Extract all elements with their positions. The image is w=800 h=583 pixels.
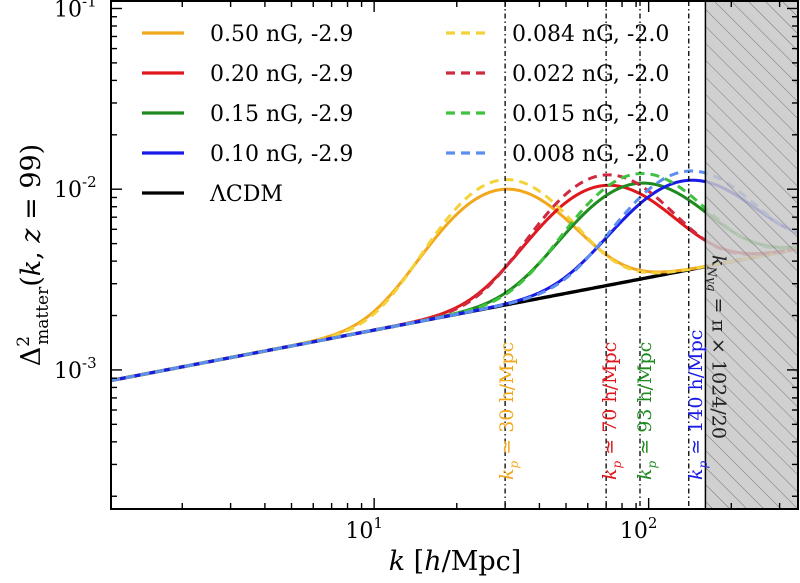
legend-dashed-1-label: 0.022 nG, -2.0 xyxy=(512,62,669,87)
plot-area xyxy=(111,1,798,509)
annotation-layer: kNyq = π × 1024/20 kp ≃ 30 h/Mpc kp ≃ 70 h… xyxy=(496,255,729,480)
legend-lcdm-label: ΛCDM xyxy=(209,182,283,207)
peak-label-3: kp ≃ 140 h/Mpc xyxy=(685,330,710,480)
legend-solid-3-label: 0.10 nG, -2.9 xyxy=(210,142,353,167)
y-tick-label-2: 10-1 xyxy=(54,0,97,22)
legend-dashed-2-label: 0.015 nG, -2.0 xyxy=(512,102,669,127)
y-tick-label-1: 10-2 xyxy=(54,173,97,203)
axis-labels: k [h/Mpc] Δ2matter(k, z = 99) xyxy=(14,144,521,577)
legend-solid-1-label: 0.20 nG, -2.9 xyxy=(210,62,353,87)
x-axis-label: k [h/Mpc] xyxy=(389,546,522,577)
nyquist-hatch xyxy=(705,1,798,509)
legend-dashed-0-label: 0.084 nG, -2.0 xyxy=(512,22,669,47)
peak-label-2: kp ≃ 93 h/Mpc xyxy=(634,342,659,480)
legend: 0.50 nG, -2.9 0.20 nG, -2.9 0.15 nG, -2.9 0… xyxy=(142,22,669,207)
axis-ticks: 101 102 10-3 10-2 10-1 xyxy=(54,0,798,544)
y-axis-label: Δ2matter(k, z = 99) xyxy=(14,144,53,366)
series-line-4 xyxy=(111,178,798,382)
nyquist-label: kNyq = π × 1024/20 xyxy=(704,255,729,439)
x-tick-label-0: 101 xyxy=(345,514,383,544)
legend-dashed-3-label: 0.008 nG, -2.0 xyxy=(512,142,669,167)
plot-frame xyxy=(110,0,799,510)
peak-label-1: kp ≃ 70 h/Mpc xyxy=(599,342,624,480)
y-tick-label-0: 10-3 xyxy=(54,354,97,384)
x-tick-label-1: 102 xyxy=(620,514,658,544)
series-line-7 xyxy=(111,169,798,382)
series-line-5 xyxy=(111,173,798,382)
legend-solid-2-label: 0.15 nG, -2.9 xyxy=(210,102,353,127)
peak-label-0: kp ≃ 30 h/Mpc xyxy=(496,342,521,480)
legend-solid-0-label: 0.50 nG, -2.9 xyxy=(210,22,353,47)
